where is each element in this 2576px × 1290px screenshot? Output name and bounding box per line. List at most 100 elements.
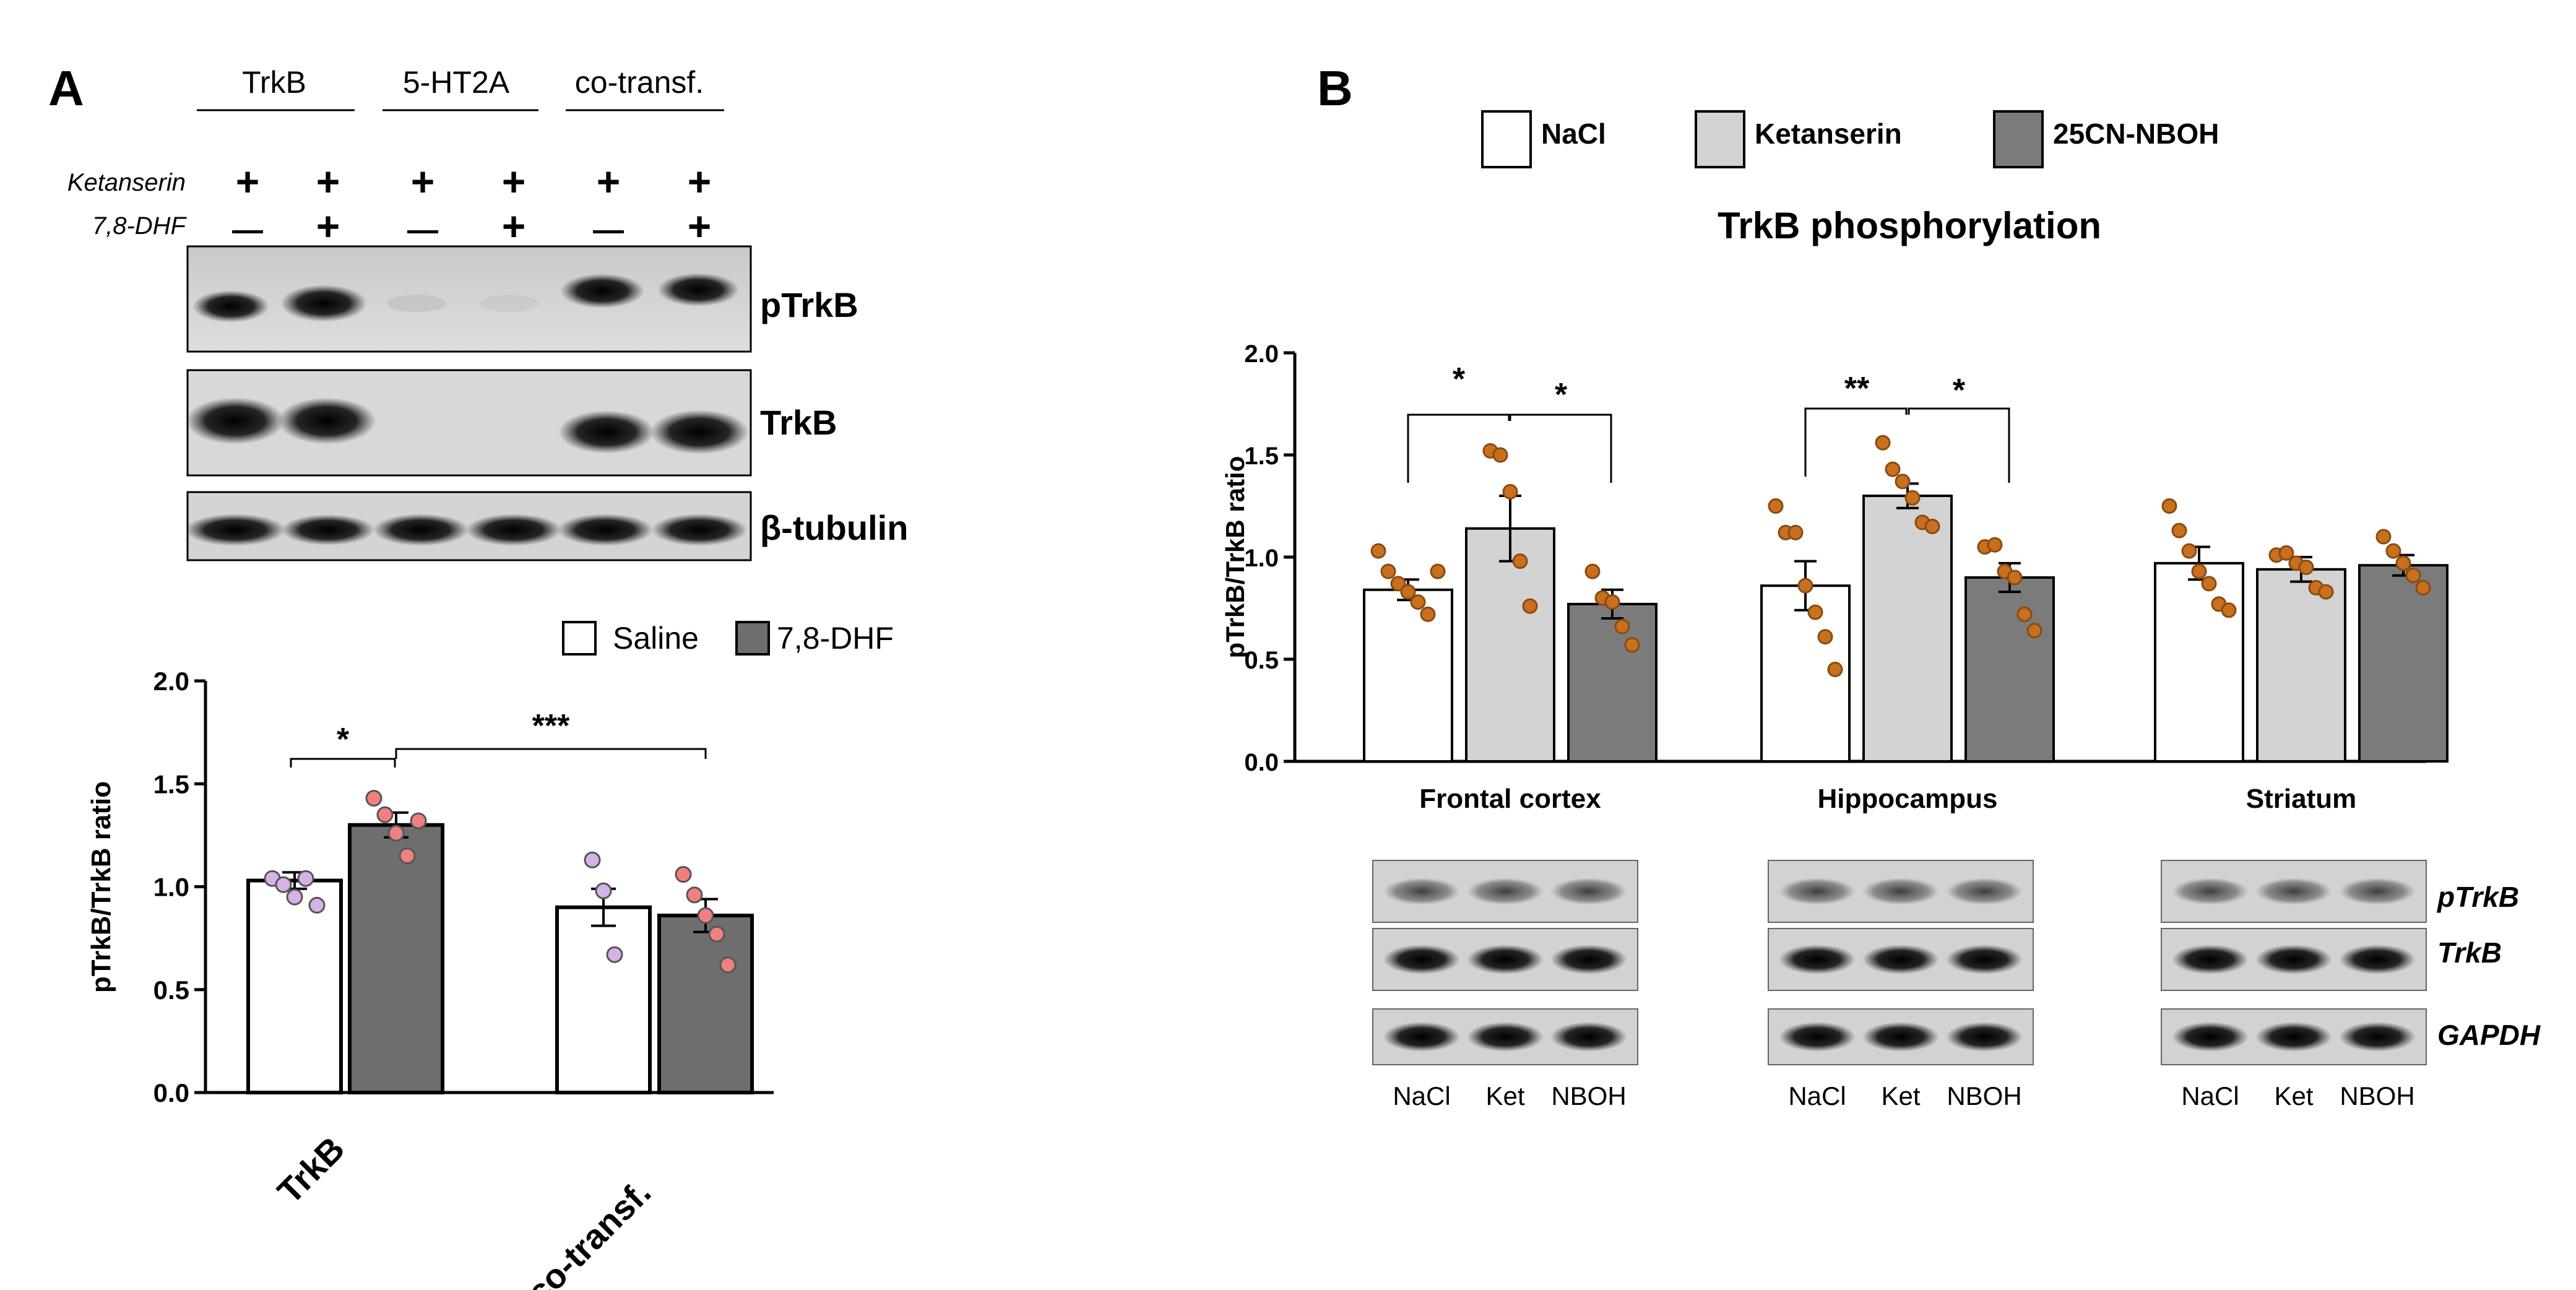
y-tick-label: 1.0 — [1244, 545, 1279, 572]
data-point — [2016, 606, 2033, 622]
legend-a: Saline 7,8-DHF — [562, 621, 894, 656]
blot-band — [1383, 878, 1460, 905]
data-point — [2171, 522, 2187, 539]
data-point — [1584, 563, 1601, 579]
data-point — [1410, 594, 1426, 610]
data-point — [2395, 555, 2411, 571]
data-point — [2191, 563, 2207, 579]
dhf-sign: + — [688, 203, 712, 249]
group-header-5ht2a: 5-HT2A — [403, 65, 510, 100]
significance-bracket — [1804, 407, 1908, 477]
data-point — [2181, 543, 2197, 559]
data-point — [1400, 584, 1416, 600]
data-point — [1502, 483, 1518, 500]
blot-band — [1467, 1022, 1544, 1052]
data-point — [2318, 584, 2334, 600]
data-point — [1604, 594, 1620, 610]
legend-label: Ketanserin — [1755, 118, 1902, 150]
data-point — [708, 925, 725, 943]
data-point — [1987, 537, 2003, 553]
data-point — [387, 825, 405, 842]
bar-ketanserin — [2256, 568, 2346, 763]
significance-bracket — [1908, 407, 2010, 483]
data-point — [1817, 629, 1833, 645]
data-point — [2161, 498, 2177, 514]
bar-7-8-dhf — [348, 823, 444, 1094]
x-category-label: Frontal cortex — [1419, 784, 1601, 814]
data-point — [365, 790, 383, 807]
data-point — [1924, 519, 1940, 534]
panel-a-group-headers: TrkB 5-HT2A co-transf. — [197, 65, 724, 111]
blot-a-tubulin — [184, 491, 752, 561]
lane-label: NBOH — [1947, 1081, 2021, 1110]
x-category-label: Hippocampus — [1818, 784, 1998, 814]
ketanserin-signs: + + + + + + — [236, 158, 712, 204]
data-point — [2298, 560, 2314, 575]
y-tick-label: 0.0 — [153, 1078, 189, 1107]
ketanserin-sign: + — [236, 158, 260, 204]
significance-label: ** — [1844, 371, 1870, 407]
significance-label: * — [1453, 361, 1466, 397]
blot-band — [1550, 878, 1627, 905]
blot-band — [1946, 878, 2023, 905]
legend-swatch-saline — [562, 621, 597, 656]
blot-band — [1779, 945, 1856, 974]
blot-band — [2255, 1022, 2332, 1052]
legend-swatch — [1993, 110, 2044, 168]
y-tick-label: 1.0 — [153, 873, 189, 902]
data-point — [2415, 580, 2431, 595]
x-category-label: co-transf. — [519, 1172, 659, 1290]
blot-band — [2339, 1022, 2416, 1052]
chart-b: 0.0 0.5 1.0 1.5 2.0 pTrkB/TrkB ratio TrkB phos… — [1221, 110, 2448, 814]
y-tick-label: 1.5 — [153, 769, 189, 799]
significance-bracket — [1407, 413, 1510, 483]
blot-label-trkb: TrkB — [760, 403, 837, 442]
data-point — [1904, 490, 1921, 506]
row-label-dhf: 7,8-DHF — [92, 212, 188, 240]
blot-b-label-gapdh: GAPDH — [2437, 1019, 2541, 1051]
legend-swatch — [1695, 110, 1745, 168]
data-point — [1370, 543, 1386, 559]
x-category-label: Striatum — [2246, 784, 2356, 814]
y-tick-label: 2.0 — [1244, 340, 1279, 368]
data-point — [686, 886, 703, 904]
lane-label: Ket — [1881, 1081, 1920, 1110]
bar-saline — [246, 878, 343, 1095]
data-point — [1390, 576, 1406, 592]
data-point — [1797, 578, 1813, 594]
lane-label: NBOH — [1551, 1081, 1626, 1110]
y-tick-label: 0.5 — [1244, 647, 1279, 674]
dhf-sign: + — [502, 203, 526, 249]
dhf-sign: — — [593, 212, 624, 247]
data-point — [308, 896, 326, 914]
blot-band — [1383, 1022, 1460, 1052]
data-point — [1492, 447, 1508, 463]
lane-label: NBOH — [2340, 1081, 2414, 1110]
data-point — [1522, 598, 1538, 614]
blot-band — [2255, 945, 2332, 974]
row-label-ketanserin: Ketanserin — [67, 169, 186, 196]
significance-label: * — [1953, 373, 1966, 409]
bar-25cn-nboh — [1964, 576, 2055, 763]
legend-label: 25CN-NBOH — [2053, 118, 2219, 150]
data-point — [1895, 474, 1911, 490]
data-point — [675, 866, 692, 883]
data-point — [2278, 545, 2294, 561]
data-point — [1827, 662, 1843, 677]
significance-bracket — [290, 758, 396, 768]
y-axis-label: pTrkB/TrkB ratio — [1221, 456, 1250, 659]
y-tick-label: 0.5 — [153, 976, 189, 1005]
blot-band — [2172, 1022, 2249, 1052]
blot-band — [1550, 1022, 1627, 1052]
data-point — [1875, 435, 1891, 451]
significance-bracket — [1509, 413, 1612, 483]
data-point — [376, 806, 394, 823]
data-point — [1380, 563, 1396, 579]
blot-b-label-trkb: TrkB — [2437, 937, 2502, 969]
data-point — [606, 946, 623, 963]
bar-ketanserin — [1465, 527, 1555, 763]
data-point — [584, 851, 601, 868]
legend-label-saline: Saline — [613, 621, 699, 656]
legend-label-dhf: 7,8-DHF — [777, 621, 894, 656]
